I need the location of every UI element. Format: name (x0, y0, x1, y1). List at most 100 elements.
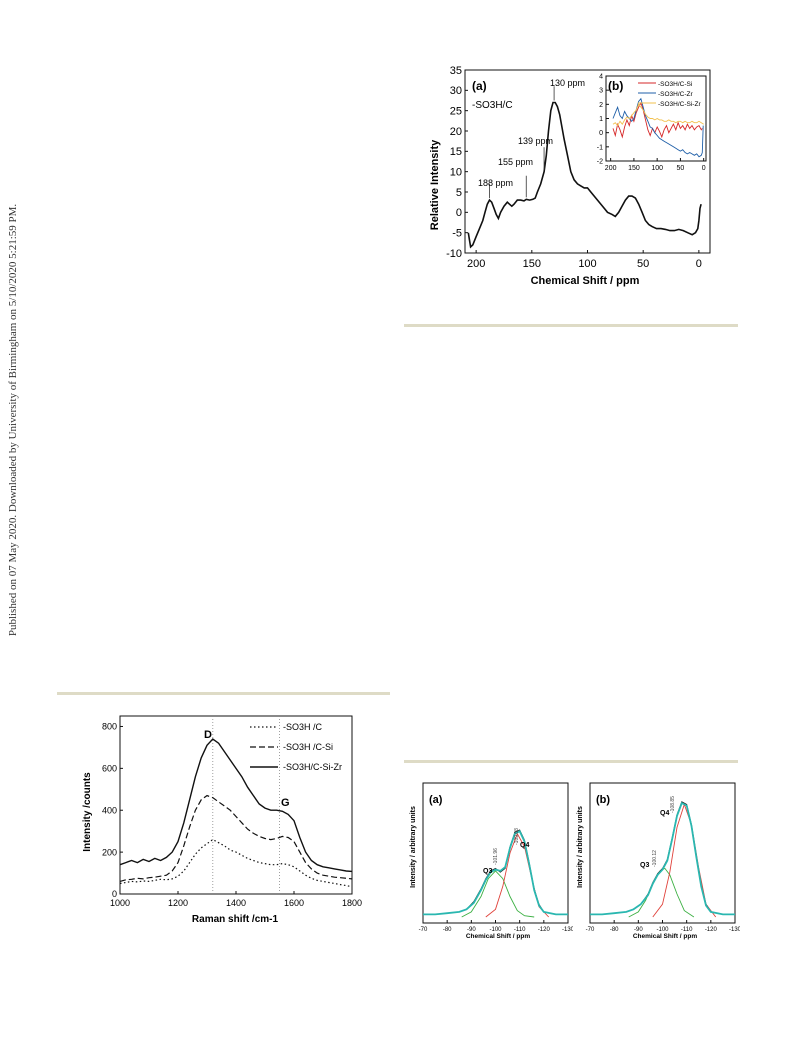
peak-label-188: 188 ppm (478, 178, 513, 188)
raman-figure: 1000 1200 1400 1600 1800 0 200 400 600 800 D G Ra… (82, 715, 362, 925)
si-b-x-tick-label: -120 (705, 927, 718, 933)
inset-x-tick-label: 150 (628, 165, 640, 172)
si-a-x-tick-label: -120 (538, 927, 551, 933)
inset-x-tick-label: 100 (651, 165, 663, 172)
inset-x-tick-label: 50 (677, 165, 685, 172)
si-a-q3-label: Q3 (483, 868, 492, 875)
divider-top-right (404, 324, 738, 327)
raman-legend-c: -SO3H /C (283, 722, 323, 732)
si-a-q4-value: -109.08 (514, 828, 520, 845)
nmr-x-tick-label: 0 (696, 258, 702, 270)
inset-panel-label: (b) (608, 79, 623, 93)
si-a-series-line-2 (461, 870, 535, 918)
peak-label-155: 155 ppm (498, 157, 533, 167)
si-a-q3-value: -101.96 (493, 848, 499, 865)
raman-x-tick-label: 1600 (284, 898, 304, 908)
raman-legend: -SO3H /C -SO3H /C-Si -SO3H/C-Si-Zr (250, 722, 342, 772)
raman-x-tick-label: 1200 (168, 898, 188, 908)
si-a-series-line-0 (423, 829, 568, 915)
inset-series-line-0 (612, 101, 703, 139)
si-a-q4-label: Q4 (520, 842, 529, 849)
nmr-x-tick-label: 150 (523, 258, 541, 270)
inset-legend-c-si: -SO3H/C-Si (658, 81, 692, 88)
raman-y-axis-label: Intensity /counts (82, 772, 93, 852)
raman-legend-c-si: -SO3H /C-Si (283, 742, 333, 752)
si-a-y-axis-label: Intensity / arbitrary units (410, 806, 417, 888)
raman-y-tick-label: 600 (102, 764, 117, 774)
download-notice: Published on 07 May 2020. Downloaded by … (4, 200, 22, 640)
raman-d-band-label: D (204, 729, 212, 741)
si-a-x-tick-label: -80 (443, 927, 452, 933)
raman-legend-c-si-zr: -SO3H/C-Si-Zr (283, 762, 342, 772)
inset-y-tick-label: -1 (597, 144, 603, 151)
inset-y-tick-label: 1 (599, 116, 603, 123)
peak-label-130: 130 ppm (550, 78, 585, 88)
raman-y-tick-label: 0 (112, 889, 117, 899)
peak-label-139: 139 ppm (518, 136, 553, 146)
raman-g-band-label: G (281, 797, 290, 809)
download-notice-text: Published on 07 May 2020. Downloaded by … (7, 203, 19, 637)
inset-legend-c-zr: -SO3H/C-Zr (658, 91, 694, 98)
si-a-x-tick-label: -110 (514, 927, 526, 933)
raman-series-line-1 (119, 794, 353, 882)
si-a-x-tick-label: -130 (562, 927, 573, 933)
si-b-panel-label: (b) (596, 794, 610, 806)
si-b-series-line-3 (652, 802, 717, 918)
si-b-x-axis-label: Chemical Shift / ppm (633, 933, 698, 940)
divider-bottom-right (404, 760, 738, 763)
nmr-y-tick-label: 25 (450, 106, 462, 118)
si-b-q3-value: -100.12 (652, 850, 658, 867)
raman-y-tick-label: 400 (102, 805, 117, 815)
si-a-series-line-1 (423, 829, 568, 916)
inset-x-tick-label: 0 (702, 165, 706, 172)
si-nmr-panel-a: -70 -80 -90 -100 -110 -120 -130 (a) Chemical S… (410, 782, 573, 940)
raman-x-tick-label: 1000 (110, 898, 130, 908)
si-b-x-tick-label: -80 (610, 927, 619, 933)
nmr-inset: 200 150 100 50 0 4 3 2 1 0 -1 -2 (597, 73, 707, 172)
si-a-x-tick-label: -70 (419, 927, 428, 933)
nmr-y-axis-label: Relative Intensity (429, 139, 441, 230)
raman-series-line-2 (119, 738, 353, 873)
raman-x-tick-label: 1400 (226, 898, 246, 908)
si-b-x-tick-label: -90 (634, 927, 643, 933)
si-b-series-line-2 (628, 867, 695, 918)
si-b-x-tick-label: -100 (656, 927, 669, 933)
nmr-y-tick-label: -5 (452, 228, 462, 240)
si-nmr-panel-b: -70 -80 -90 -100 -110 -120 -130 (b) Chemical S… (577, 782, 740, 940)
nmr-sample-label: -SO3H/C (472, 100, 513, 111)
inset-legend-c-si-zr: -SO3H/C-Si-Zr (658, 101, 701, 108)
inset-y-tick-label: -2 (597, 158, 603, 165)
nmr-x-tick-label: 200 (467, 258, 485, 270)
si-b-x-tick-label: -70 (586, 927, 595, 933)
si-b-plot-frame (589, 782, 736, 924)
si-b-series-line-1 (590, 801, 735, 916)
si-b-y-axis-label: Intensity / arbitrary units (577, 806, 584, 888)
inset-x-tick-label: 200 (605, 165, 617, 172)
nmr-x-axis-label: Chemical Shift / ppm (531, 275, 640, 287)
nmr-y-tick-label: 30 (450, 85, 462, 97)
si-a-panel-label: (a) (429, 794, 443, 806)
nmr-panel-label: (a) (472, 79, 487, 93)
nmr-x-tick-label: 100 (578, 258, 596, 270)
divider-mid-left (57, 692, 390, 695)
raman-series-line-0 (119, 838, 353, 888)
inset-y-tick-label: 3 (599, 88, 603, 95)
inset-legend: -SO3H/C-Si -SO3H/C-Zr -SO3H/C-Si-Zr (638, 81, 701, 108)
nmr-y-tick-label: 5 (456, 187, 462, 199)
inset-y-tick-label: 0 (599, 130, 603, 137)
raman-y-tick-label: 800 (102, 722, 117, 732)
nmr-y-tick-label: 15 (450, 146, 462, 158)
si-b-x-tick-label: -130 (729, 927, 740, 933)
nmr-y-tick-label: 20 (450, 126, 462, 138)
inset-y-tick-label: 4 (599, 73, 603, 80)
si-b-q4-value: -108.85 (670, 796, 676, 813)
inset-y-tick-label: 2 (599, 102, 603, 109)
si-b-series-line-0 (590, 801, 735, 915)
inset-series-line-2 (612, 103, 704, 127)
nmr-y-tick-label: 35 (450, 65, 462, 77)
si-a-x-tick-label: -100 (489, 927, 502, 933)
nmr-x-tick-label: 50 (637, 258, 649, 270)
si-a-x-tick-label: -90 (467, 927, 476, 933)
si-a-x-axis-label: Chemical Shift / ppm (466, 933, 531, 940)
